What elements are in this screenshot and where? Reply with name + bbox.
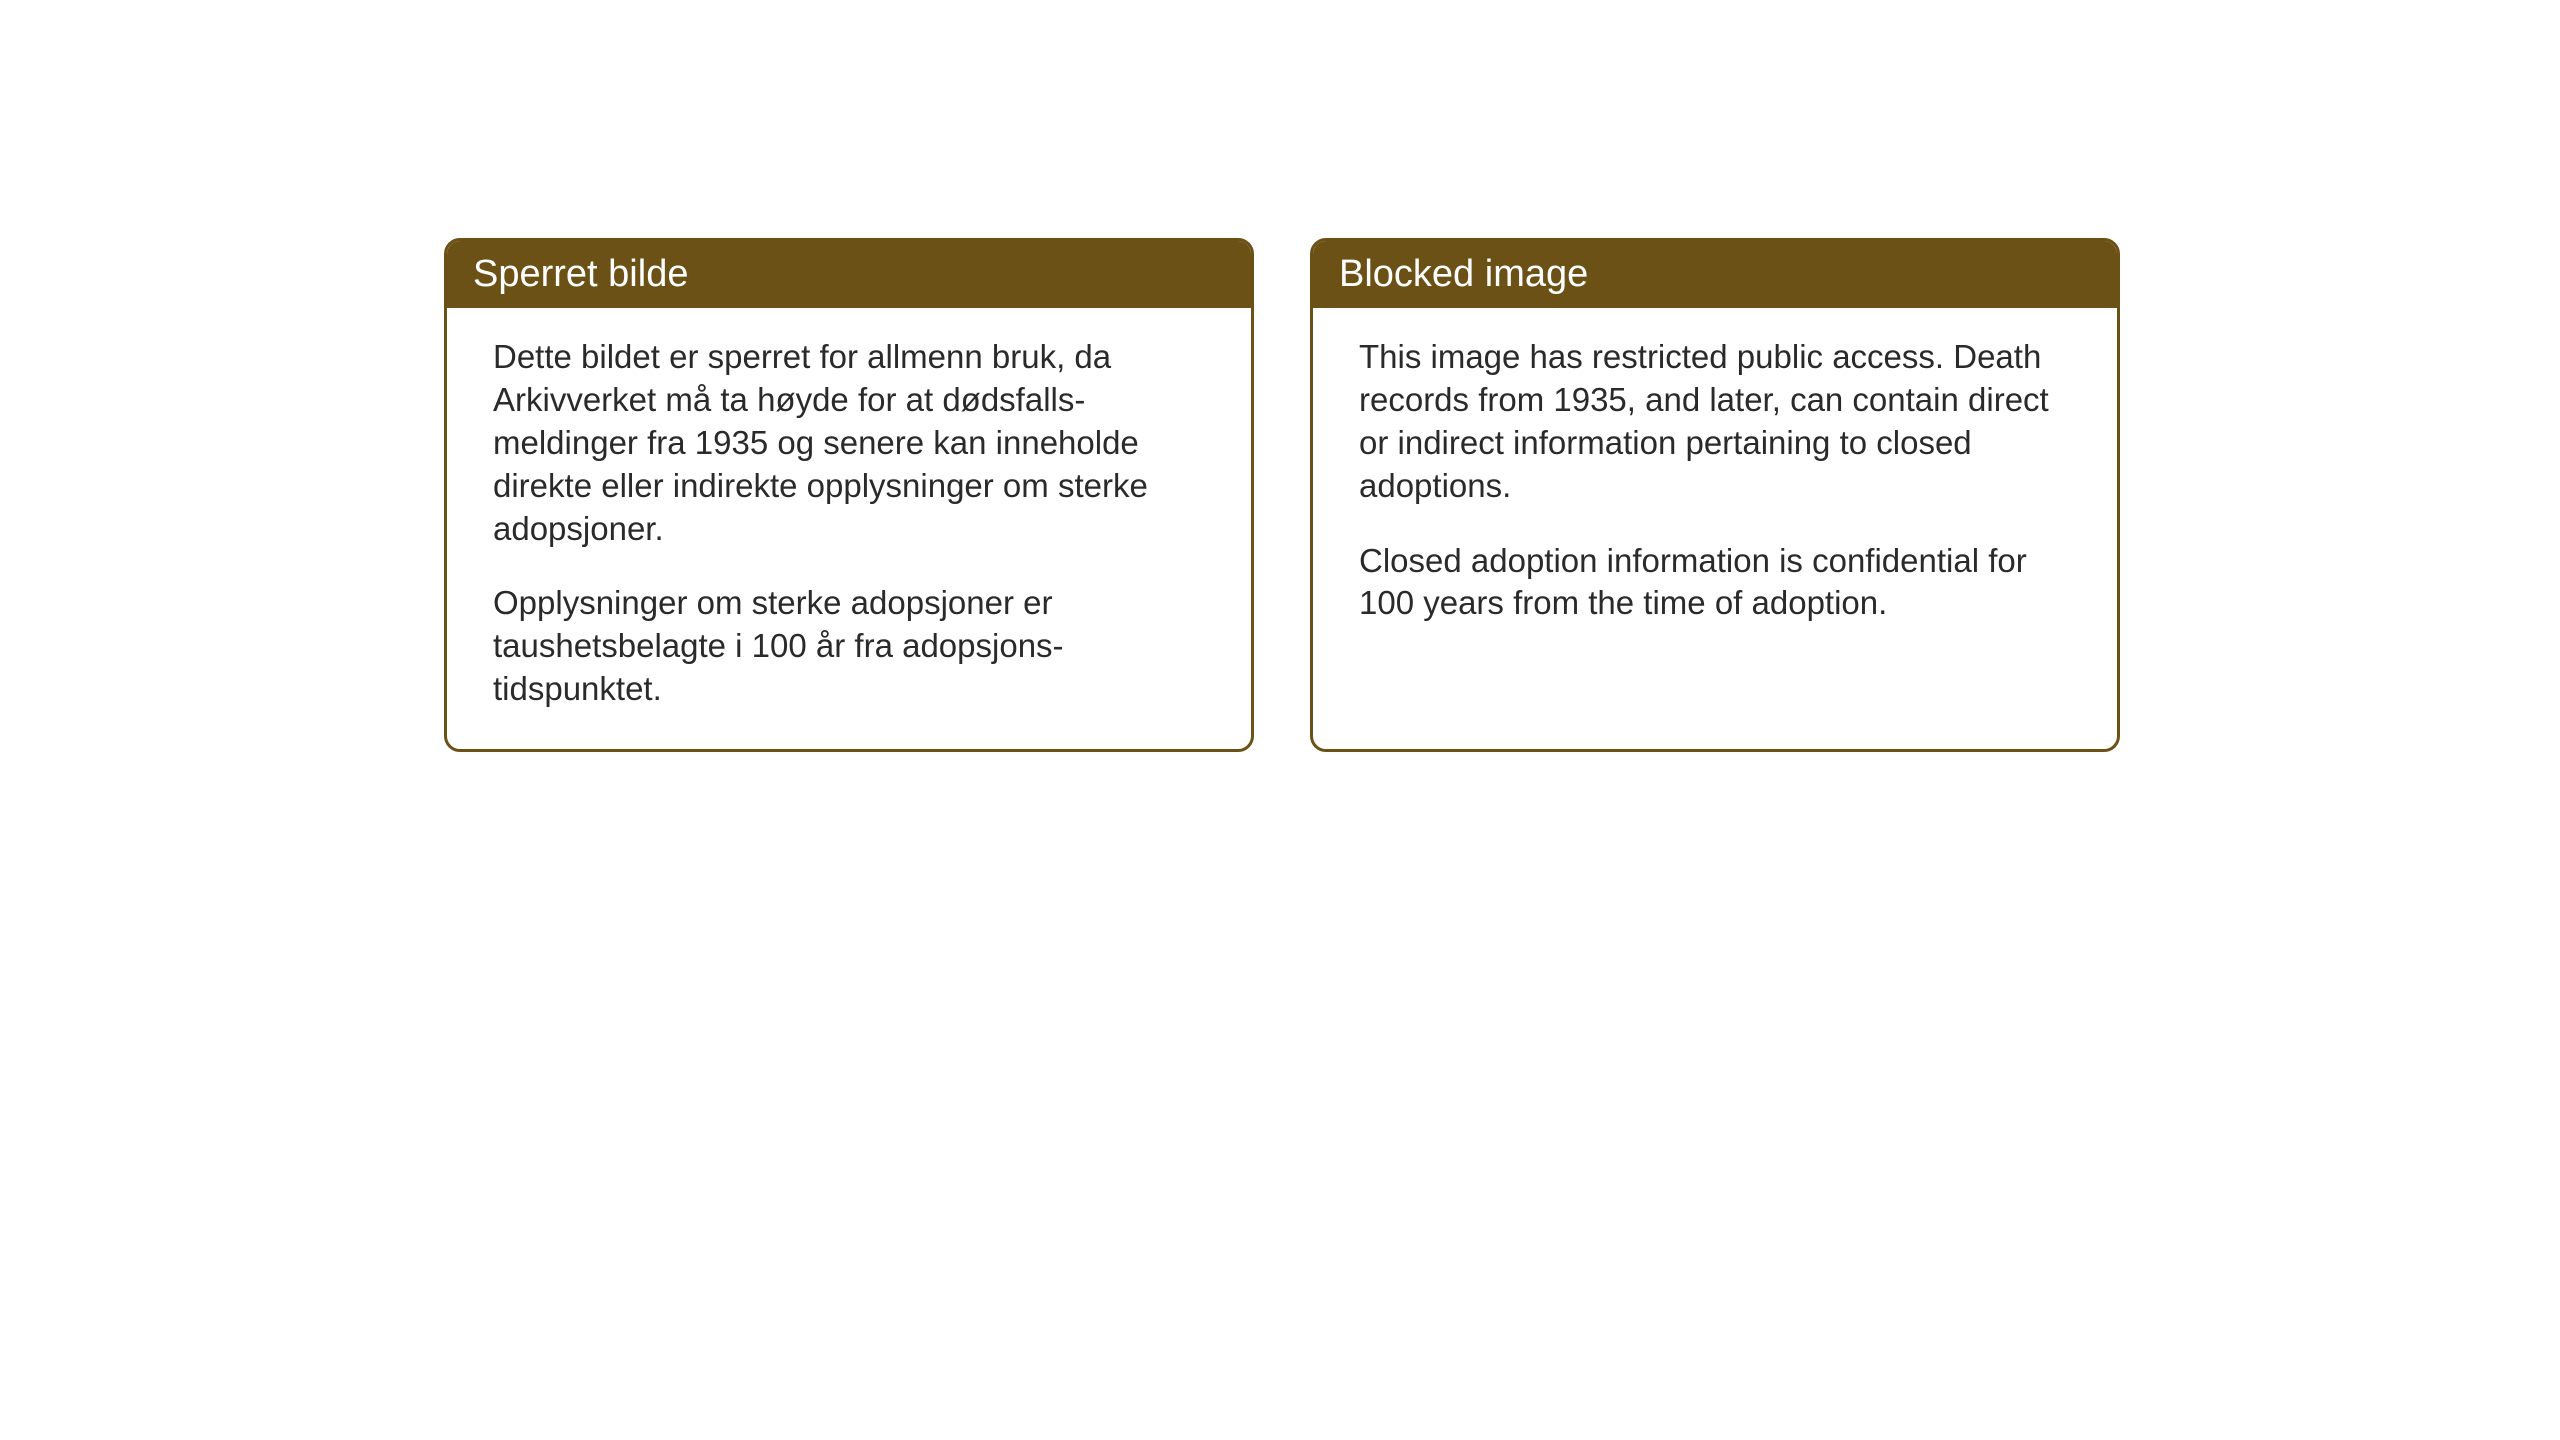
english-notice-title: Blocked image xyxy=(1313,241,2117,308)
english-notice-body: This image has restricted public access.… xyxy=(1313,308,2117,663)
norwegian-paragraph-2: Opplysninger om sterke adopsjoner er tau… xyxy=(493,582,1205,711)
norwegian-notice-body: Dette bildet er sperret for allmenn bruk… xyxy=(447,308,1251,749)
norwegian-paragraph-1: Dette bildet er sperret for allmenn bruk… xyxy=(493,336,1205,550)
norwegian-notice-title: Sperret bilde xyxy=(447,241,1251,308)
norwegian-notice-box: Sperret bilde Dette bildet er sperret fo… xyxy=(444,238,1254,752)
english-paragraph-1: This image has restricted public access.… xyxy=(1359,336,2071,508)
english-paragraph-2: Closed adoption information is confident… xyxy=(1359,540,2071,626)
english-notice-box: Blocked image This image has restricted … xyxy=(1310,238,2120,752)
notice-container: Sperret bilde Dette bildet er sperret fo… xyxy=(444,238,2120,752)
